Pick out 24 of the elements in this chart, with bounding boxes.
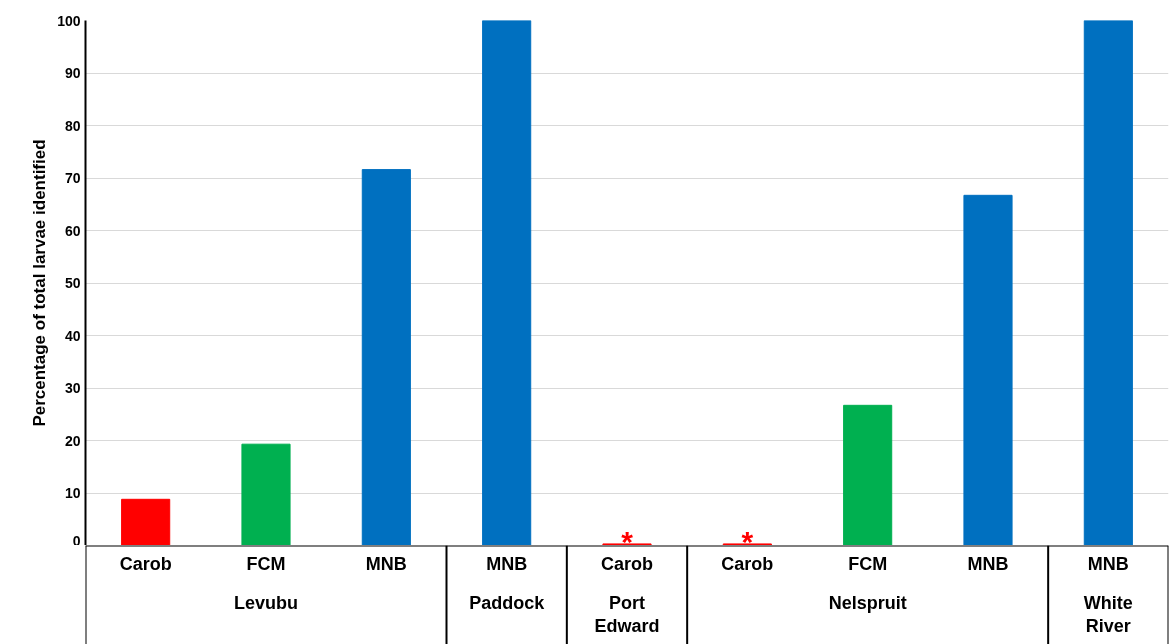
y-tick-label: 70 (64, 170, 81, 186)
x-tick-label: MNB (365, 553, 407, 574)
y-axis-title: Percentage of total larvae identified (30, 139, 50, 427)
y-tick-label: 80 (64, 117, 81, 134)
text: White River (1083, 593, 1133, 637)
y-tick-label: 20 (64, 432, 81, 449)
x-tick-label: Carob (119, 553, 172, 574)
x-tick-label: MNB (1087, 553, 1129, 574)
text: Port Edward (594, 593, 660, 637)
y-tick-label: 30 (64, 380, 81, 396)
y-tick-label: 50 (64, 275, 81, 291)
x-tick-label: FCM (246, 553, 286, 574)
y-tick-label: 10 (64, 485, 81, 501)
y-tick-label: 60 (64, 222, 81, 239)
text: Levubu (234, 593, 299, 614)
y-tick-label: 100 (57, 12, 81, 29)
x-tick-label: FCM (848, 553, 888, 574)
text: Paddock (469, 593, 546, 614)
y-tick-label: 90 (64, 65, 81, 81)
text: Nelspruit (828, 593, 907, 614)
y-tick-label: 40 (64, 327, 81, 344)
x-tick-label: MNB (486, 553, 528, 574)
x-tick-label: MNB (967, 553, 1009, 574)
y-tick-label: 0 (72, 532, 81, 549)
